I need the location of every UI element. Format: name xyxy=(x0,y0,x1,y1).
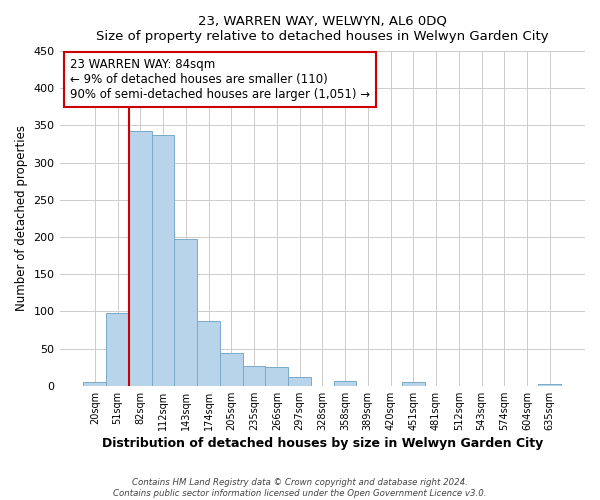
Bar xyxy=(265,367,288,386)
Bar xyxy=(334,382,356,386)
Bar xyxy=(106,313,129,386)
Bar xyxy=(220,353,242,386)
Y-axis label: Number of detached properties: Number of detached properties xyxy=(15,126,28,312)
Bar xyxy=(242,366,265,386)
X-axis label: Distribution of detached houses by size in Welwyn Garden City: Distribution of detached houses by size … xyxy=(101,437,543,450)
Bar xyxy=(129,132,152,386)
Bar xyxy=(83,382,106,386)
Bar xyxy=(197,321,220,386)
Bar xyxy=(152,135,175,386)
Title: 23, WARREN WAY, WELWYN, AL6 0DQ
Size of property relative to detached houses in : 23, WARREN WAY, WELWYN, AL6 0DQ Size of … xyxy=(96,15,548,43)
Bar xyxy=(402,382,425,386)
Text: 23 WARREN WAY: 84sqm
← 9% of detached houses are smaller (110)
90% of semi-detac: 23 WARREN WAY: 84sqm ← 9% of detached ho… xyxy=(70,58,370,101)
Bar xyxy=(538,384,561,386)
Text: Contains HM Land Registry data © Crown copyright and database right 2024.
Contai: Contains HM Land Registry data © Crown c… xyxy=(113,478,487,498)
Bar xyxy=(288,377,311,386)
Bar xyxy=(175,240,197,386)
